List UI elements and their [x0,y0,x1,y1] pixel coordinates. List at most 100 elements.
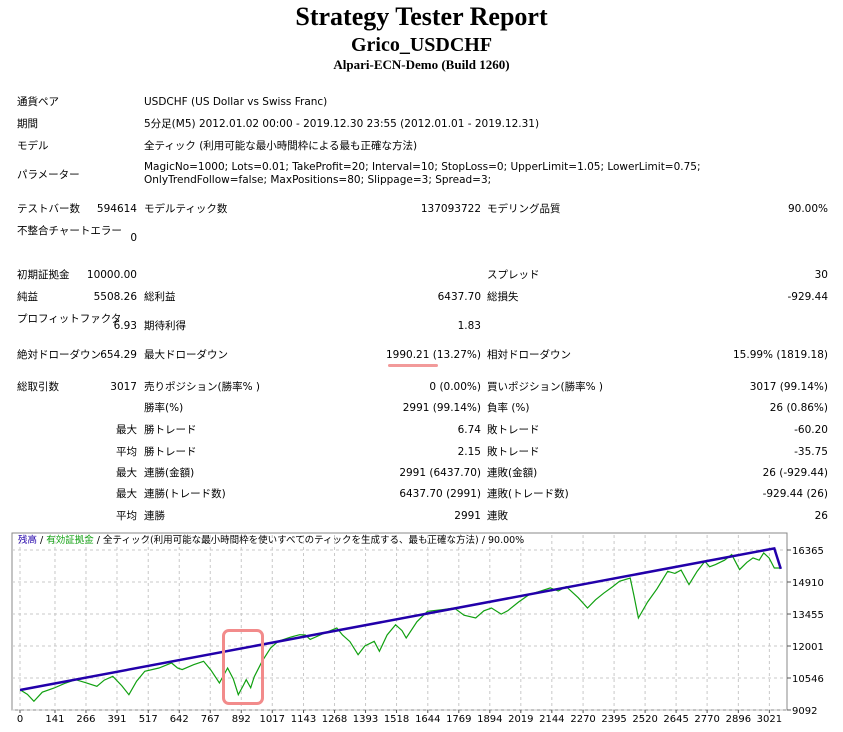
stats-row: 絶対ドローダウン 654.29 最大ドローダウン 1990.21 (13.27%) 相対… [0,348,843,362]
x-tick-label: 1894 [477,714,502,725]
info-label: パラメーター [17,169,80,181]
stat-label: モデルティック数 [144,203,228,215]
legend-separator: / [37,535,46,546]
stat-value: 26 (0.86%) [769,402,828,414]
stat-label: 連勝 [144,510,165,522]
stat-label: 敗トレード [487,446,540,458]
stats-row: プロフィットファクタ 6.93 期待利得 1.83 [0,313,843,333]
x-tick-label: 642 [170,714,189,725]
x-tick-label: 517 [139,714,158,725]
x-tick-label: 1017 [260,714,285,725]
y-tick-label: 12001 [792,642,824,653]
x-tick-label: 1644 [415,714,440,725]
stat-value: 137093722 [420,203,481,215]
stat-value: 2991 (6437.70) [399,467,481,479]
stat-value: 0 [130,232,137,244]
stat-label: 総利益 [144,291,176,303]
stats-row: 不整合チャートエラー 0 [0,225,843,245]
legend-equity: 有効証拠金 [46,534,94,546]
stat-value: 654.29 [100,349,137,361]
stat-label: 最大ドローダウン [144,349,228,361]
info-row: 期間 5分足(M5) 2012.01.02 00:00 - 2019.12.30 … [0,117,843,131]
stat-label: 総取引数 [17,381,59,393]
y-tick-label: 13455 [792,610,824,621]
stat-value: 15.99% (1819.18) [733,349,828,361]
stat-value: 0 (0.00%) [429,381,481,393]
x-tick-label: 3021 [757,714,782,725]
stats-row: 平均 勝トレード 2.15 敗トレード -35.75 [0,445,843,459]
stat-label: 連勝(トレード数) [144,488,226,500]
stat-value: 6437.70 (2991) [399,488,481,500]
y-tick-label: 14910 [792,578,824,589]
x-tick-label: 2144 [539,714,564,725]
stat-label: プロフィットファクタ [17,313,122,325]
info-value: 5分足(M5) 2012.01.02 00:00 - 2019.12.30 23… [144,118,540,130]
stat-value: 3017 [110,381,137,393]
stat-label: スプレッド [487,269,540,281]
stat-label: 期待利得 [144,320,186,332]
stat-value: 平均 [116,446,137,458]
stat-value: 1.83 [457,320,481,332]
legend-model-info: / 全ティック(利用可能な最小時間枠を使いすべてのティックを生成する、最も正確な… [94,534,524,546]
x-tick-label: 0 [17,714,23,725]
x-tick-label: 2270 [570,714,595,725]
stat-value: 90.00% [787,203,828,215]
stat-value: 3017 (99.14%) [749,381,828,393]
stat-label: 絶対ドローダウン [17,349,101,361]
stat-value: 30 [814,269,828,281]
stat-value: -929.44 [787,291,828,303]
stat-value: 最大 [116,424,137,436]
max-drawdown-highlight-underline [388,364,438,367]
stat-label: 総損失 [487,291,519,303]
info-row: パラメーター MagicNo=1000; Lots=0.01; TakeProfi… [0,161,843,186]
stat-value: 5508.26 [93,291,137,303]
info-row: 通貨ペア USDCHF (US Dollar vs Swiss Franc) [0,95,843,109]
stat-label: 連敗(金額) [487,467,538,479]
info-label: 期間 [17,118,38,130]
stat-label: 勝トレード [144,424,197,436]
stat-value: 最大 [116,467,137,479]
stat-value: 26 [814,510,828,522]
stat-label: 純益 [17,291,38,303]
y-tick-label: 16365 [792,546,824,557]
report-title: Strategy Tester Report [295,2,548,31]
stat-label: 勝率(%) [144,402,184,414]
stats-row: 純益 5508.26 総利益 6437.70 総損失 -929.44 [0,290,843,304]
stat-value: 6.93 [113,320,137,332]
stat-label: 買いポジション(勝率% ) [487,381,604,393]
stats-row: 勝率(%) 2991 (99.14%) 負率 (%) 26 (0.86%) [0,401,843,415]
info-label: モデル [17,140,49,152]
x-tick-label: 2770 [694,714,719,725]
stat-value: 平均 [116,510,137,522]
info-value: MagicNo=1000; Lots=0.01; TakeProfit=20; … [144,161,701,186]
stat-value: 2991 (99.14%) [402,402,481,414]
stat-label: 連敗(トレード数) [487,488,569,500]
stat-value: 26 (-929.44) [762,467,828,479]
stat-label: 連敗 [487,510,508,522]
stat-value: 2991 [454,510,481,522]
stat-label: 負率 (%) [487,402,530,414]
server-build: Alpari-ECN-Demo (Build 1260) [333,57,510,72]
stats-row: テストバー数 594614 モデルティック数 137093722 モデリング品質 90.0… [0,202,843,216]
x-tick-label: 2645 [663,714,688,725]
stat-label: 初期証拠金 [17,269,70,281]
x-tick-label: 892 [232,714,251,725]
stat-value: 594614 [96,203,137,215]
stat-label: 売りポジション(勝率% ) [144,381,261,393]
x-tick-label: 1518 [384,714,409,725]
stat-label: モデリング品質 [487,203,561,215]
stat-label: 連勝(金額) [144,467,195,479]
x-tick-label: 2896 [726,714,751,725]
info-value: 全ティック (利用可能な最小時間枠による最も正確な方法) [144,140,418,152]
balance-line [19,546,782,692]
x-tick-label: 2395 [601,714,626,725]
expert-name: Grico_USDCHF [350,34,493,56]
stat-value: 6.74 [457,424,481,436]
stats-row: 最大 連勝(トレード数) 6437.70 (2991) 連敗(トレード数) -929.4… [0,487,843,501]
stat-label: 敗トレード [487,424,540,436]
plot-area [11,532,788,711]
x-tick-label: 141 [45,714,64,725]
stat-value: 1990.21 (13.27%) [386,349,481,361]
stats-row: 平均 連勝 2991 連敗 26 [0,509,843,523]
